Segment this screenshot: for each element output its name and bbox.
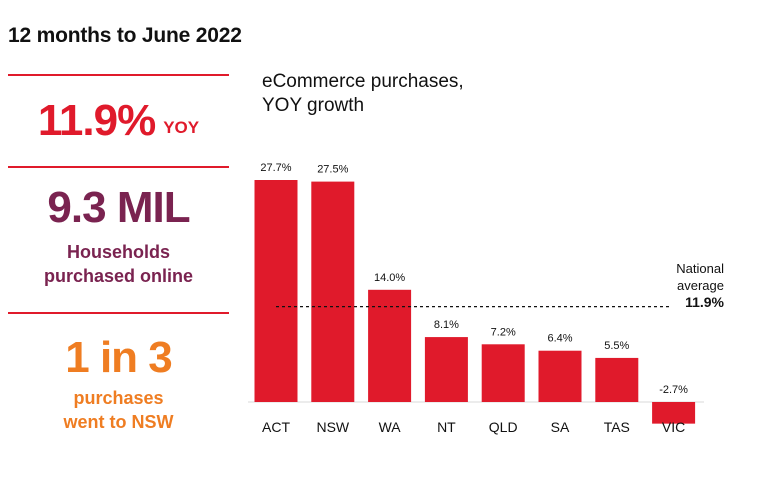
data-label: 14.0% bbox=[374, 272, 405, 284]
category-label: ACT bbox=[262, 419, 290, 435]
divider bbox=[8, 166, 229, 168]
national-average-label: National bbox=[676, 261, 724, 276]
category-label: QLD bbox=[489, 419, 518, 435]
bar-nt bbox=[424, 337, 468, 402]
bar-tas bbox=[595, 357, 639, 402]
yoy-stat: 11.9% YOY bbox=[8, 76, 229, 166]
data-label: 5.5% bbox=[604, 340, 629, 352]
households-caption-line: purchased online bbox=[43, 266, 194, 286]
nsw-stat: 1 in 3 purchases went to NSW bbox=[8, 314, 229, 434]
data-label: 27.7% bbox=[260, 162, 291, 174]
divider bbox=[8, 312, 229, 314]
nsw-caption: purchases went to NSW bbox=[8, 386, 229, 434]
category-label: NSW bbox=[316, 419, 349, 435]
yoy-suffix: YOY bbox=[163, 118, 200, 137]
national-average-value: 11.9% bbox=[685, 294, 724, 310]
category-label: VIC bbox=[662, 419, 685, 435]
bar-vic bbox=[652, 402, 696, 424]
nsw-caption-line: went to NSW bbox=[63, 412, 174, 432]
divider bbox=[8, 74, 229, 76]
category-label: TAS bbox=[604, 419, 630, 435]
nsw-caption-line: purchases bbox=[73, 388, 164, 408]
page-heading: 12 months to June 2022 bbox=[8, 24, 242, 47]
bar-nsw bbox=[311, 181, 355, 402]
chart-title-line: eCommerce purchases, bbox=[262, 71, 464, 92]
bar-wa bbox=[368, 289, 412, 402]
bar-qld bbox=[481, 344, 525, 402]
data-label: 6.4% bbox=[547, 333, 572, 345]
households-stat: 9.3 MIL Households purchased online bbox=[8, 168, 229, 312]
data-label: 8.1% bbox=[434, 319, 459, 331]
yoy-value: 11.9% bbox=[37, 96, 156, 145]
national-average-note: National average 11.9% bbox=[640, 260, 724, 311]
category-label: NT bbox=[437, 419, 456, 435]
stats-panel: 11.9% YOY 9.3 MIL Households purchased o… bbox=[8, 74, 229, 434]
data-label: 7.2% bbox=[491, 326, 516, 338]
chart-title: eCommerce purchases, YOY growth bbox=[262, 70, 522, 118]
chart-title-line: YOY growth bbox=[262, 95, 365, 116]
category-label: WA bbox=[379, 419, 402, 435]
data-label: -2.7% bbox=[659, 384, 688, 396]
households-caption: Households purchased online bbox=[8, 240, 229, 288]
nsw-value: 1 in 3 bbox=[65, 333, 173, 382]
households-value: 9.3 MIL bbox=[47, 183, 190, 232]
data-label: 27.5% bbox=[317, 164, 348, 176]
households-caption-line: Households bbox=[66, 242, 170, 262]
national-average-label: average bbox=[677, 278, 724, 293]
bar-sa bbox=[538, 350, 582, 402]
bars-layer: 27.7% ACT 27.5% NSW 14.0% WA 8.1% NT 7.2% QLD 6.4%… bbox=[254, 162, 696, 435]
category-label: SA bbox=[551, 419, 570, 435]
bar-act bbox=[254, 180, 298, 402]
